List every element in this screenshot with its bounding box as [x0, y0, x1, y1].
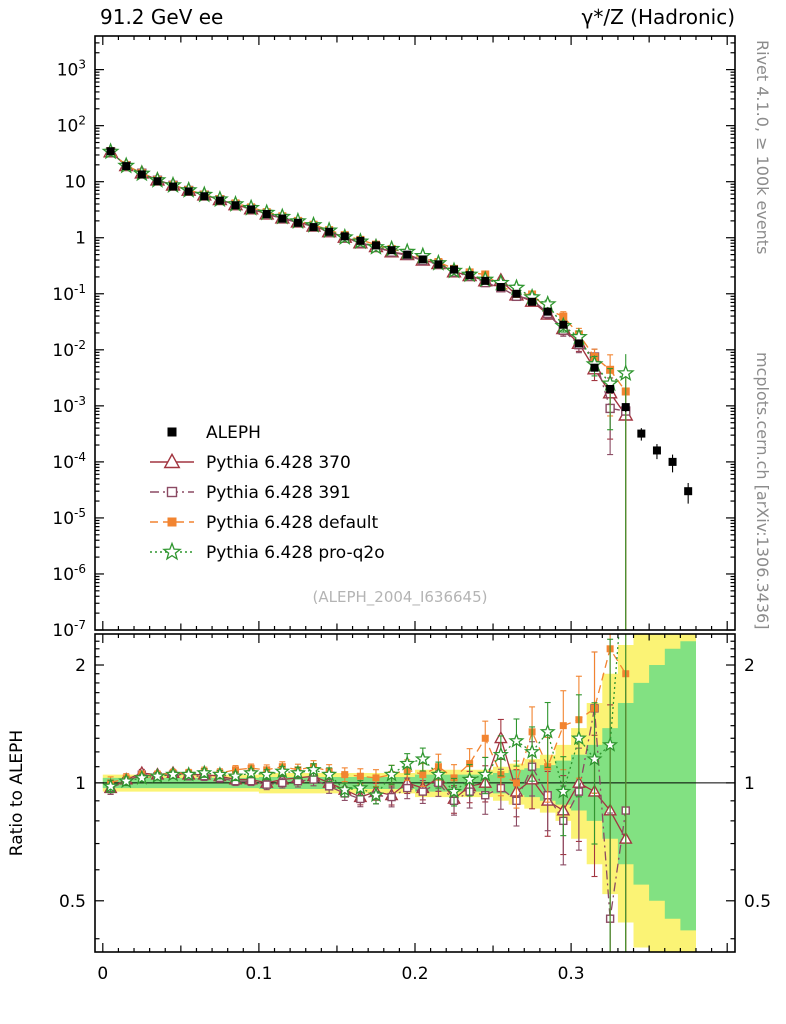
main-panel-frame — [94, 35, 736, 631]
svg-text:Pythia 6.428 391: Pythia 6.428 391 — [206, 483, 351, 503]
svg-text:103: 103 — [57, 58, 86, 81]
svg-text:1: 1 — [75, 774, 86, 794]
green-band — [102, 641, 697, 931]
main-panel-series — [101, 142, 693, 630]
svg-text:0.5: 0.5 — [744, 892, 771, 912]
svg-text:10-1: 10-1 — [52, 282, 86, 305]
mc-series-main — [106, 147, 630, 630]
mc-series-ratio — [103, 703, 633, 952]
ratio-uncertainty-bands — [95, 634, 735, 952]
svg-text:10-5: 10-5 — [52, 506, 86, 529]
mc-series-main — [102, 143, 634, 630]
rivet-version-label: Rivet 4.1.0, ≥ 100k events — [753, 40, 772, 254]
svg-text:0.1: 0.1 — [245, 964, 272, 984]
svg-text:10-4: 10-4 — [52, 450, 86, 473]
svg-text:1: 1 — [744, 774, 755, 794]
svg-text:0.2: 0.2 — [401, 964, 428, 984]
mc-series-main — [105, 147, 631, 630]
analysis-id-watermark: (ALEPH_2004_I636645) — [313, 588, 488, 607]
svg-text:102: 102 — [57, 114, 86, 137]
svg-text:2: 2 — [75, 656, 86, 676]
aleph-data-main — [106, 147, 693, 504]
mc-series-main — [101, 142, 635, 630]
mc-series-ratio — [102, 634, 627, 952]
svg-text:10: 10 — [64, 173, 86, 193]
legend: ALEPH Pythia 6.428 370 Pythia 6.428 391 Pyt… — [150, 423, 385, 563]
ratio-panel-series — [102, 634, 633, 952]
svg-text:10-7: 10-7 — [52, 618, 86, 641]
process-title: γ*/Z (Hadronic) — [582, 5, 735, 29]
beam-energy-title: 91.2 GeV ee — [100, 5, 223, 29]
svg-text:2: 2 — [744, 656, 755, 676]
svg-text:Pythia 6.428 default: Pythia 6.428 default — [206, 513, 379, 533]
svg-text:Pythia 6.428 370: Pythia 6.428 370 — [206, 453, 351, 473]
ratio-axis-label: Ratio to ALEPH — [7, 730, 27, 856]
svg-text:10-6: 10-6 — [52, 562, 86, 585]
mcplots-attribution-label: mcplots.cern.ch [arXiv:1306.3436] — [753, 352, 772, 629]
ratio-panel-frame — [94, 633, 736, 953]
svg-text:1: 1 — [75, 229, 86, 249]
svg-text:10-2: 10-2 — [52, 338, 86, 361]
svg-text:ALEPH: ALEPH — [206, 423, 261, 443]
mc-series-ratio — [106, 651, 630, 952]
svg-text:0: 0 — [97, 964, 108, 984]
svg-text:0.3: 0.3 — [558, 964, 585, 984]
svg-text:0.5: 0.5 — [59, 892, 86, 912]
svg-text:10-3: 10-3 — [52, 394, 86, 417]
svg-text:Pythia 6.428 pro-q2o: Pythia 6.428 pro-q2o — [206, 543, 385, 563]
plot-canvas: 10310210110-110-210-310-410-510-610-70.5… — [52, 35, 771, 984]
